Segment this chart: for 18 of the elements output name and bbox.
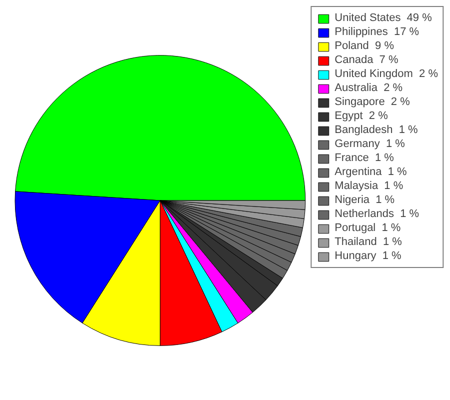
legend-label: Egypt 2 % (334, 110, 388, 122)
legend-label: Australia 2 % (334, 82, 403, 94)
legend-label: United States 49 % (334, 12, 432, 24)
legend-label: Netherlands 1 % (334, 208, 420, 220)
legend-label: France 1 % (334, 152, 394, 164)
legend-label: Argentina 1 % (334, 166, 407, 178)
legend-label: Bangladesh 1 % (334, 124, 418, 136)
legend-label: Nigeria 1 % (334, 194, 395, 206)
legend-label: Germany 1 % (334, 138, 405, 150)
legend-label: Philippines 17 % (334, 26, 420, 38)
legend-label: Singapore 2 % (334, 96, 410, 108)
legend-label: Hungary 1 % (334, 250, 402, 262)
legend-label: Thailand 1 % (334, 236, 402, 248)
legend-label: United Kingdom 2 % (334, 68, 438, 80)
legend-label: Canada 7 % (334, 54, 398, 66)
legend-label: Poland 9 % (334, 40, 394, 52)
legend-label: Portugal 1 % (334, 222, 401, 234)
legend-label: Malaysia 1 % (334, 180, 404, 192)
